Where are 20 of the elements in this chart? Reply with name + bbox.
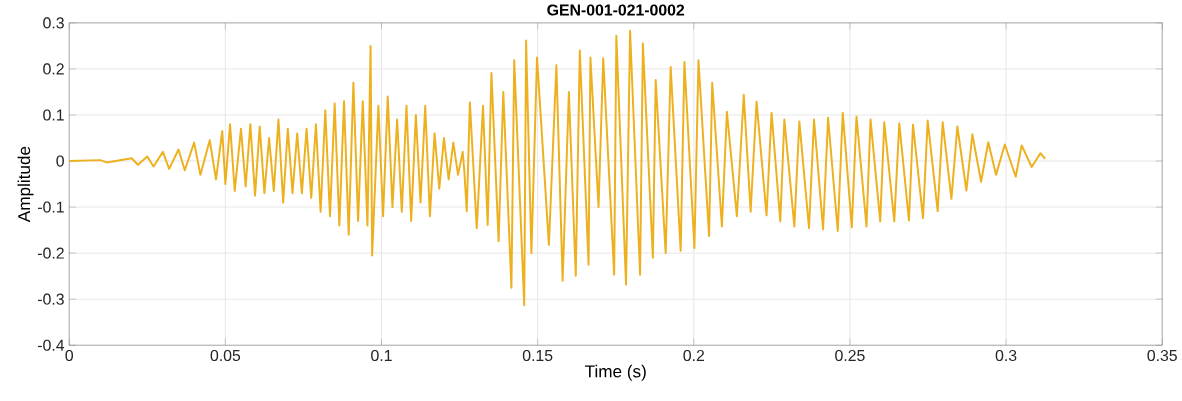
y-tick-label: 0.3: [43, 17, 64, 29]
y-tick-label: -0.2: [38, 247, 64, 259]
x-tick-label: 0: [65, 350, 74, 362]
chart-title: GEN-001-021-0002: [547, 4, 685, 16]
x-tick-label: 0.3: [995, 350, 1017, 362]
y-tick-label: -0.1: [38, 201, 64, 213]
x-tick-label: 0.25: [835, 350, 865, 362]
y-tick-label: -0.4: [38, 339, 65, 352]
x-tick-label: 0.15: [522, 350, 553, 362]
y-tick-label: 0: [56, 155, 64, 167]
y-tick-label: 0.1: [43, 109, 64, 121]
x-tick-label: 0.1: [371, 350, 392, 362]
x-tick-label: 0.35: [1147, 350, 1177, 362]
y-tick-label: 0.2: [43, 63, 64, 75]
line-series: [69, 29, 1047, 307]
x-tick-label: 0.05: [210, 350, 241, 362]
y-tick-label: -0.3: [38, 293, 64, 305]
x-tick-label: 0.2: [683, 350, 704, 362]
x-axis-title: Time (s): [585, 365, 646, 382]
y-axis-title: Amplitude: [17, 146, 34, 223]
